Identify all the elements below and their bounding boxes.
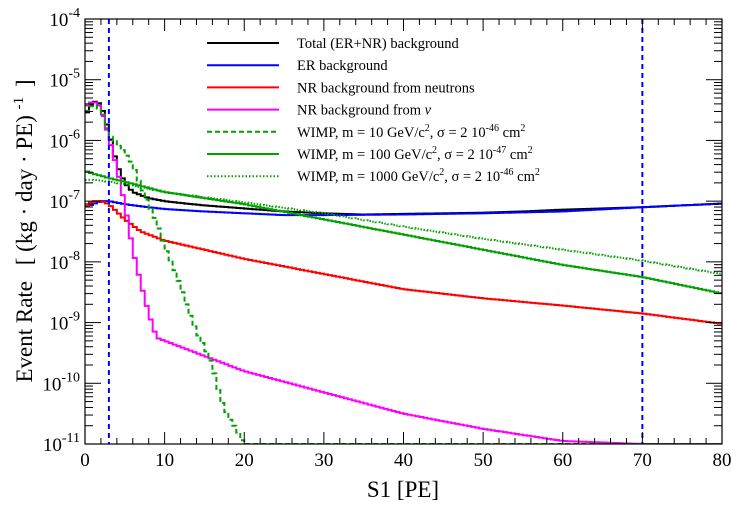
legend-label-er: ER background: [297, 58, 388, 74]
x-tick-label: 50: [474, 450, 493, 471]
x-tick-label: 70: [633, 450, 652, 471]
y-axis-title-units-close: ]: [12, 79, 37, 87]
legend-label-wimp-10: WIMP, m = 10 GeV/c2, σ = 2 10-46 cm2: [297, 123, 525, 141]
series-line-nr-nu: [85, 101, 722, 444]
legend-label-nr-nu: NR background from ν: [297, 103, 432, 119]
x-tick-label: 40: [394, 450, 413, 471]
series-line-wimp-1000: [85, 178, 722, 275]
x-tick-label: 10: [155, 450, 174, 471]
y-tick-label: 10-11: [43, 431, 80, 456]
y-tick-label: 10-7: [49, 188, 80, 213]
legend-label-total: Total (ER+NR) background: [297, 36, 460, 52]
y-tick-label: 10-5: [49, 67, 80, 92]
y-tick-label: 10-10: [42, 370, 80, 395]
y-axis-title-units: [ (kg · day · PE): [12, 115, 37, 265]
x-axis-title: S1 [PE]: [367, 477, 439, 502]
x-tick-label: 20: [235, 450, 254, 471]
y-tick-label: 10-8: [49, 249, 80, 274]
x-tick-label: 60: [553, 450, 572, 471]
y-axis-title-units-exp: -1: [11, 97, 27, 110]
series-line-er: [85, 200, 722, 217]
series-line-wimp-10: [85, 104, 722, 444]
legend-label-wimp-100: WIMP, m = 100 GeV/c2, σ = 2 10-47 cm2: [297, 145, 533, 163]
x-tick-label: 80: [713, 450, 732, 471]
series-line-nr-neutrons: [85, 200, 722, 325]
y-axis-title: Event Rate [ (kg · day · PE) -1 ]: [3, 79, 37, 382]
y-tick-label: 10-9: [49, 310, 80, 335]
legend-label-wimp-1000: WIMP, m = 1000 GeV/c2, σ = 2 10-46 cm2: [297, 167, 540, 185]
y-tick-label: 10-6: [49, 127, 80, 152]
x-tick-label: 30: [314, 450, 333, 471]
y-axis-title-main: Event Rate: [12, 281, 37, 383]
x-tick-label: 0: [80, 450, 90, 471]
y-tick-label: 10-4: [49, 6, 80, 31]
legend-label-nr-neutrons: NR background from neutrons: [297, 80, 475, 96]
series-line-wimp-100: [85, 170, 722, 295]
